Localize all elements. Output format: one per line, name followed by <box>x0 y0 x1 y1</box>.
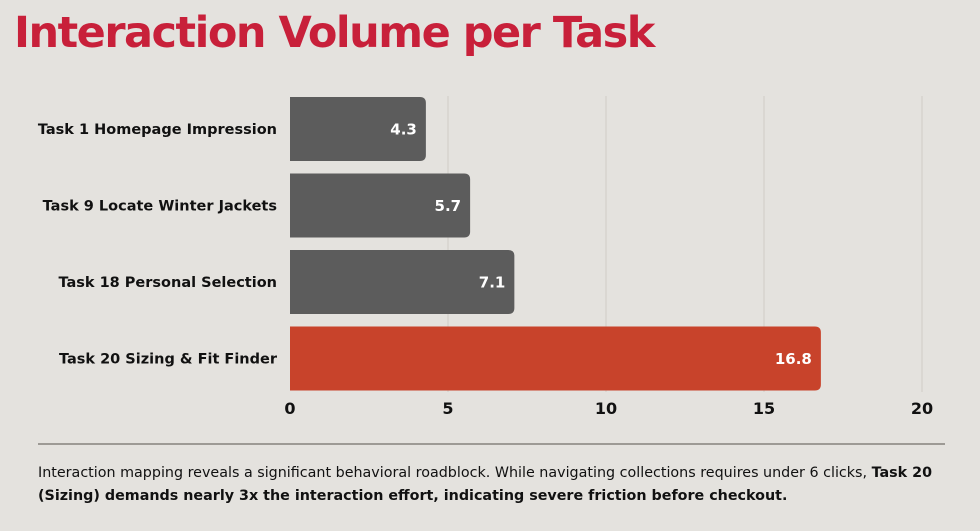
bar-value-label: 4.3 <box>390 121 417 139</box>
divider <box>38 443 945 445</box>
x-tick-label: 10 <box>595 399 617 418</box>
x-tick-label: 20 <box>911 399 933 418</box>
bar-value-label: 5.7 <box>435 197 462 215</box>
caption-text: Interaction mapping reveals a significan… <box>38 465 872 481</box>
bar <box>290 326 821 391</box>
bar-chart: 4.3 5.7 7.1 16.8 Task 1 Homepage Impression… <box>38 96 933 418</box>
page-title: Interaction Volume per Task <box>14 8 655 58</box>
category-label: Task 1 Homepage Impression <box>38 122 277 138</box>
category-label: Task 20 Sizing & Fit Finder <box>59 352 278 368</box>
category-label: Task 18 Personal Selection <box>58 275 277 291</box>
x-tick-label: 0 <box>284 399 295 418</box>
caption-emphasis: Task 20 (Sizing) demands nearly 3x the i… <box>38 465 933 504</box>
caption: Interaction mapping reveals a significan… <box>38 462 960 508</box>
x-tick-label: 5 <box>442 399 453 418</box>
x-axis-ticks: 0 5 10 15 20 <box>284 399 933 418</box>
x-tick-label: 15 <box>753 399 775 418</box>
bar-value-label: 16.8 <box>775 350 812 368</box>
bar <box>290 173 471 238</box>
bar <box>290 97 426 161</box>
category-label: Task 9 Locate Winter Jackets <box>43 199 277 215</box>
category-labels: Task 1 Homepage Impression Task 9 Locate … <box>38 122 278 368</box>
bars: 4.3 5.7 7.1 16.8 <box>290 97 821 391</box>
bar-value-label: 7.1 <box>479 274 506 292</box>
bar <box>290 250 515 314</box>
